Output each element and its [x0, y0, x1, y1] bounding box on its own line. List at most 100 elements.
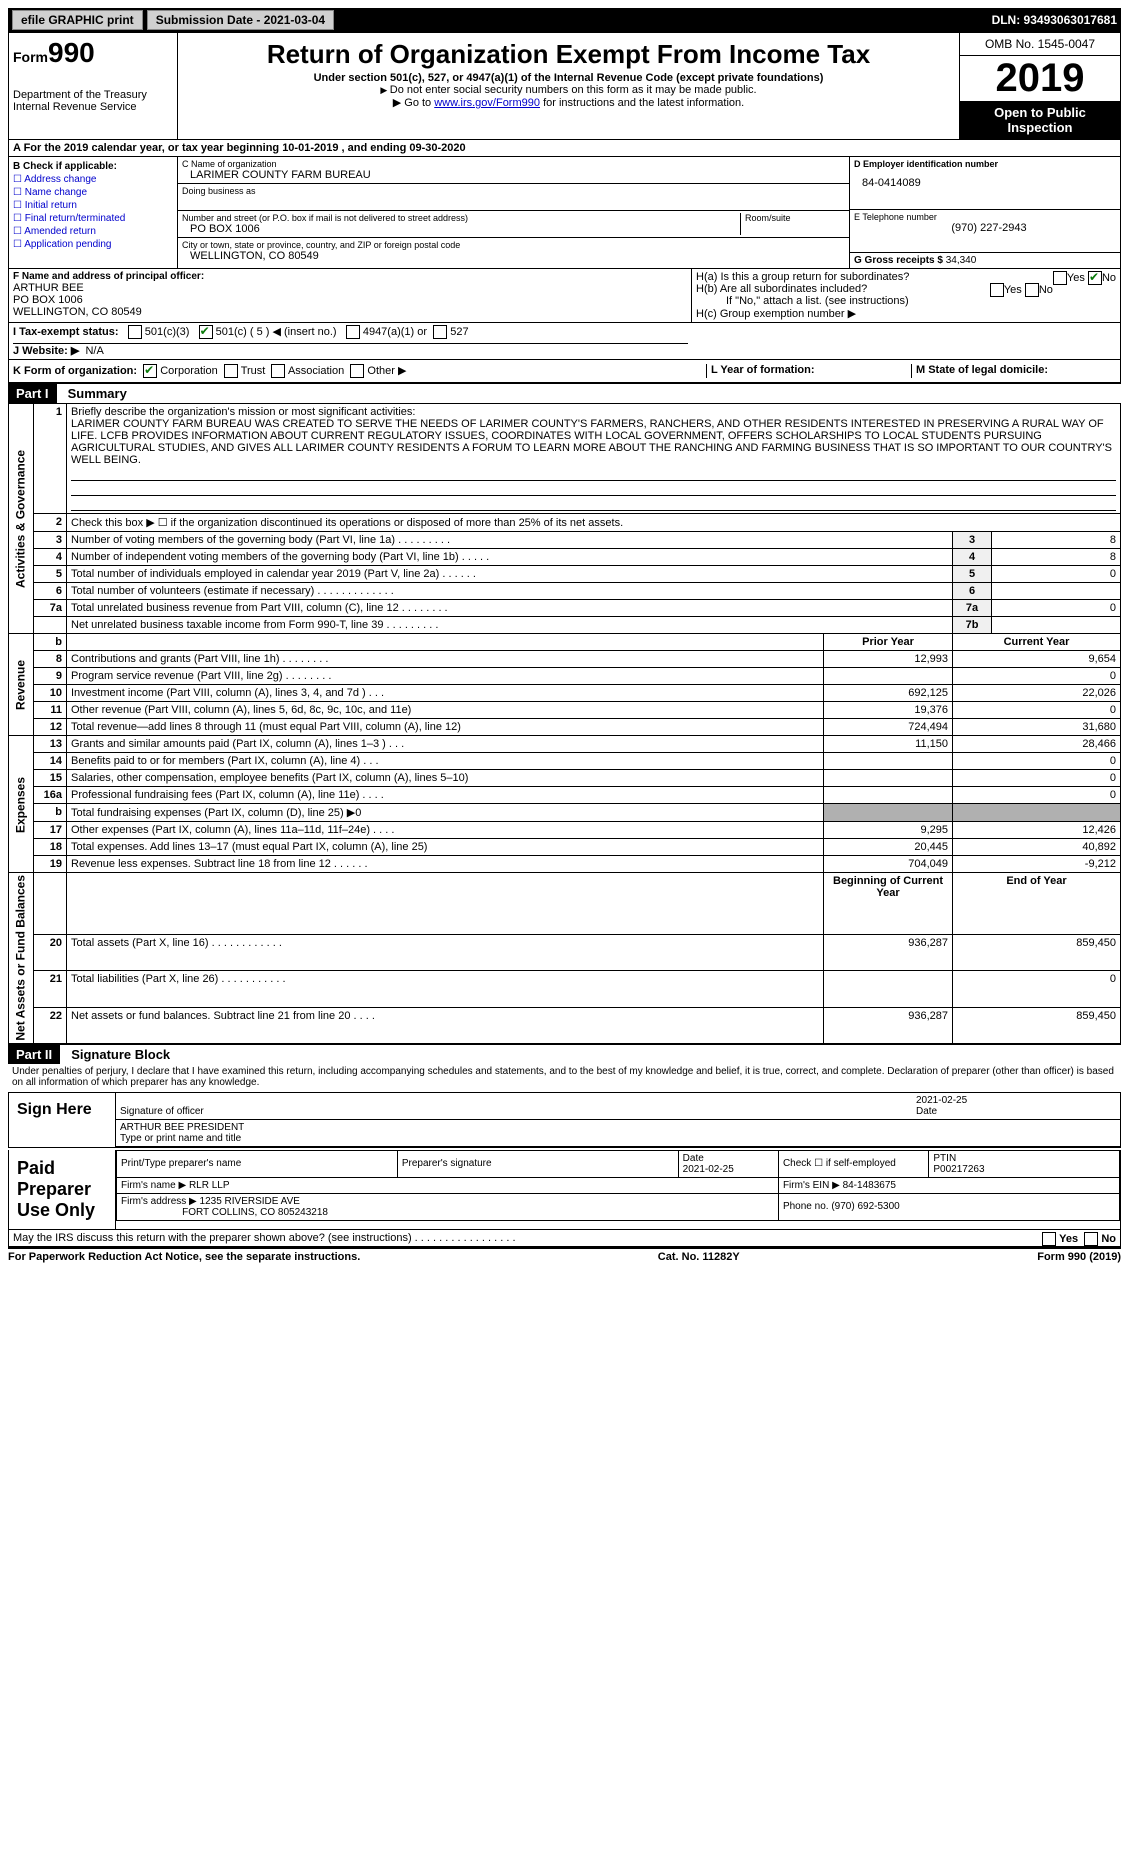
paperwork-notice: For Paperwork Reduction Act Notice, see …: [8, 1251, 360, 1263]
cb-address-change[interactable]: ☐ Address change: [13, 174, 173, 185]
v7a: 0: [992, 600, 1121, 617]
cb-final-return[interactable]: ☐ Final return/terminated: [13, 213, 173, 224]
sig-date: 2021-02-25: [916, 1095, 967, 1106]
q20: Total assets (Part X, line 16) . . . . .…: [67, 935, 824, 971]
gross-value: 34,340: [946, 255, 977, 266]
q7b: Net unrelated business taxable income fr…: [67, 617, 953, 634]
v7b: [992, 617, 1121, 634]
irs-link[interactable]: www.irs.gov/Form990: [434, 97, 540, 109]
discuss-text: May the IRS discuss this return with the…: [13, 1232, 516, 1244]
form-title: Return of Organization Exempt From Incom…: [182, 39, 955, 70]
cb-501c[interactable]: [199, 325, 213, 339]
note-ssn: Do not enter social security numbers on …: [182, 84, 955, 96]
q14: Benefits paid to or for members (Part IX…: [67, 753, 824, 770]
q18: Total expenses. Add lines 13–17 (must eq…: [67, 839, 824, 856]
cb-assoc[interactable]: [271, 364, 285, 378]
officer-street: PO BOX 1006: [13, 294, 687, 306]
cb-other[interactable]: [350, 364, 364, 378]
cat-no: Cat. No. 11282Y: [658, 1251, 740, 1263]
officer-name: ARTHUR BEE: [13, 282, 687, 294]
ptin-value: P00217263: [933, 1164, 984, 1175]
cb-trust[interactable]: [224, 364, 238, 378]
goto-pre: Go to: [404, 97, 434, 109]
side-netassets: Net Assets or Fund Balances: [9, 873, 34, 1044]
cb-amended[interactable]: ☐ Amended return: [13, 226, 173, 237]
form-footer: Form 990 (2019): [1037, 1251, 1121, 1263]
cb-527[interactable]: [433, 325, 447, 339]
dept-label: Department of the Treasury: [13, 89, 173, 101]
bcy-header: Beginning of Current Year: [824, 873, 953, 935]
street-label: Number and street (or P.O. box if mail i…: [182, 213, 740, 223]
side-expenses: Expenses: [9, 736, 34, 873]
m-label: M State of legal domicile:: [916, 364, 1048, 376]
form-header: Form990 Department of the Treasury Inter…: [8, 32, 1121, 140]
v5: 0: [992, 566, 1121, 583]
form-subtitle: Under section 501(c), 527, or 4947(a)(1)…: [182, 72, 955, 84]
side-activities: Activities & Governance: [9, 404, 34, 634]
arrow-icon: ▶: [393, 97, 405, 109]
irs-label: Internal Revenue Service: [13, 101, 173, 113]
efile-print-button[interactable]: efile GRAPHIC print: [12, 10, 143, 30]
j-label: J Website: ▶: [13, 345, 79, 357]
ein-label: D Employer identification number: [854, 159, 1116, 169]
part2-tag: Part II: [8, 1045, 60, 1064]
dba-label: Doing business as: [182, 186, 845, 196]
ha-label: H(a) Is this a group return for subordin…: [696, 271, 909, 283]
q16b: Total fundraising expenses (Part IX, col…: [67, 804, 824, 822]
cb-501c3[interactable]: [128, 325, 142, 339]
firm-addr1: 1235 RIVERSIDE AVE: [200, 1196, 300, 1207]
q1: Briefly describe the organization's miss…: [71, 406, 1116, 418]
city-value: WELLINGTON, CO 80549: [182, 250, 845, 262]
paid-prep-label: Paid Preparer Use Only: [9, 1150, 116, 1229]
goto-post: for instructions and the latest informat…: [543, 97, 744, 109]
q16a: Professional fundraising fees (Part IX, …: [67, 787, 824, 804]
b-title: B Check if applicable:: [13, 161, 173, 172]
sig-officer-label: Signature of officer: [120, 1106, 204, 1117]
prior-year-header: Prior Year: [824, 634, 953, 651]
firm-ein: 84-1483675: [843, 1180, 896, 1191]
top-bar: efile GRAPHIC print Submission Date - 20…: [8, 8, 1121, 32]
cb-app-pending[interactable]: ☐ Application pending: [13, 239, 173, 250]
officer-printed-name: ARTHUR BEE PRESIDENT: [120, 1122, 244, 1133]
discuss-no[interactable]: [1084, 1232, 1098, 1246]
prep-date: 2021-02-25: [683, 1164, 734, 1175]
q13: Grants and similar amounts paid (Part IX…: [67, 736, 824, 753]
officer-city: WELLINGTON, CO 80549: [13, 306, 687, 318]
ha-yes[interactable]: [1053, 271, 1067, 285]
cb-initial-return[interactable]: ☐ Initial return: [13, 200, 173, 211]
ha-no[interactable]: [1088, 271, 1102, 285]
q7a: Total unrelated business revenue from Pa…: [67, 600, 953, 617]
perjury-text: Under penalties of perjury, I declare th…: [8, 1064, 1121, 1090]
sign-here-label: Sign Here: [9, 1093, 116, 1147]
submission-date-button[interactable]: Submission Date - 2021-03-04: [147, 10, 334, 30]
cb-4947[interactable]: [346, 325, 360, 339]
cb-corp[interactable]: [143, 364, 157, 378]
hb-note: If "No," attach a list. (see instruction…: [696, 295, 1116, 307]
q19: Revenue less expenses. Subtract line 18 …: [67, 856, 824, 873]
omb-number: OMB No. 1545-0047: [960, 33, 1120, 56]
ein-value: 84-0414089: [854, 177, 1116, 189]
row-a-tax-year: A For the 2019 calendar year, or tax yea…: [8, 140, 1121, 157]
q4: Number of independent voting members of …: [67, 549, 953, 566]
city-label: City or town, state or province, country…: [182, 240, 845, 250]
dln-label: DLN: 93493063017681: [992, 13, 1117, 27]
self-emp[interactable]: Check ☐ if self-employed: [778, 1150, 928, 1177]
hb-yes[interactable]: [990, 283, 1004, 297]
type-name-label: Type or print name and title: [120, 1133, 241, 1144]
hb-no[interactable]: [1025, 283, 1039, 297]
discuss-yes[interactable]: [1042, 1232, 1056, 1246]
i-label: I Tax-exempt status:: [13, 326, 119, 338]
q3: Number of voting members of the governin…: [67, 532, 953, 549]
q10: Investment income (Part VIII, column (A)…: [67, 685, 824, 702]
q15: Salaries, other compensation, employee b…: [67, 770, 824, 787]
summary-table: Activities & Governance 1 Briefly descri…: [8, 403, 1121, 1044]
mission-text: LARIMER COUNTY FARM BUREAU WAS CREATED T…: [71, 418, 1116, 466]
open-public: Open to Public Inspection: [960, 101, 1120, 139]
q8: Contributions and grants (Part VIII, lin…: [67, 651, 824, 668]
f-label: F Name and address of principal officer:: [13, 271, 687, 282]
form-number: 990: [48, 37, 95, 68]
k-label: K Form of organization:: [13, 365, 137, 377]
part2-title: Signature Block: [63, 1047, 170, 1062]
cb-name-change[interactable]: ☐ Name change: [13, 187, 173, 198]
part1-title: Summary: [60, 386, 127, 401]
